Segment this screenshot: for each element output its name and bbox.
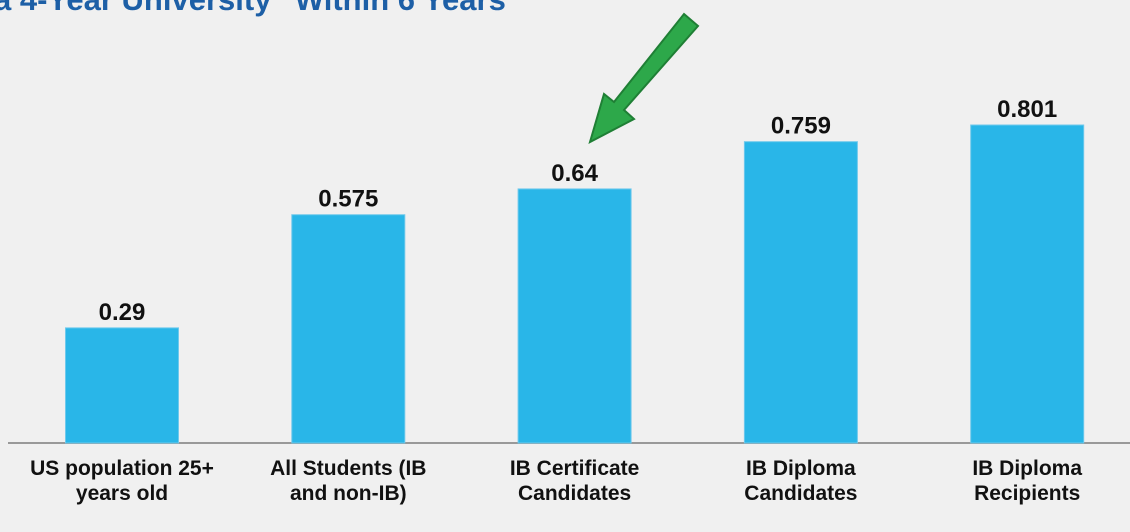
bar (743, 141, 858, 444)
x-tick-label: IB Certificate Candidates (509, 457, 640, 505)
value-label: 0.575 (318, 186, 378, 213)
value-label: 0.64 (551, 160, 598, 187)
value-label: 0.759 (771, 113, 831, 140)
x-tick-label: IB Diploma Recipients (972, 457, 1083, 505)
x-tick-label: All Students (IB and non-IB) (270, 457, 427, 505)
arrow (588, 12, 700, 144)
bar (65, 327, 179, 444)
bar (291, 214, 406, 444)
bar (970, 124, 1085, 444)
chart-title: a 4-Year University" Within 6 Years (0, 0, 506, 17)
x-tick-label: US population 25+ years old (30, 457, 214, 505)
value-label: 0.801 (997, 96, 1057, 123)
value-label: 0.29 (99, 299, 146, 326)
x-tick-label: IB Diploma Candidates (744, 457, 858, 505)
bar (517, 188, 632, 444)
